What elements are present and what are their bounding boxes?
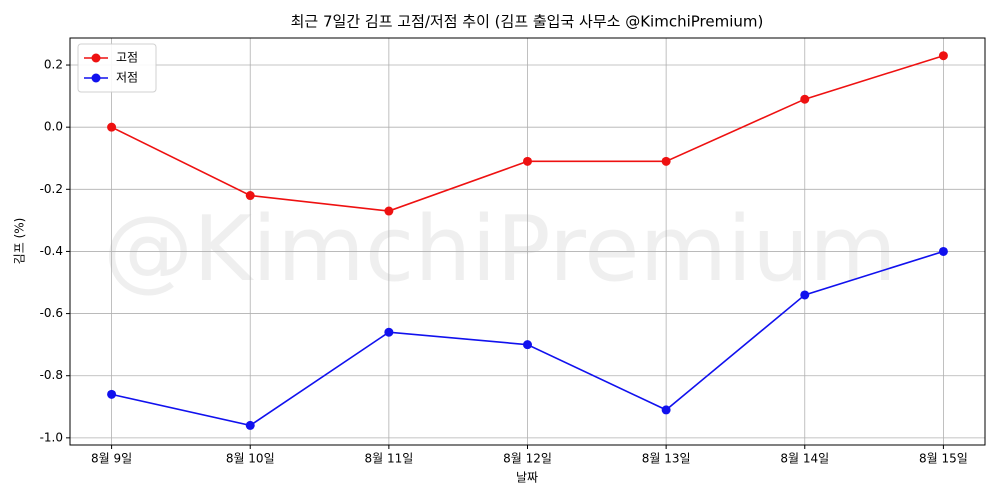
point (800, 290, 810, 300)
point (384, 206, 394, 216)
point (523, 156, 532, 166)
point (384, 327, 394, 337)
point (938, 246, 948, 256)
legend-marker (91, 73, 101, 83)
point (245, 420, 255, 430)
plot-frame (69, 37, 986, 446)
point (800, 94, 810, 104)
y-tick-label: -0.2 (40, 182, 63, 196)
y-tick-label: -0.4 (40, 244, 63, 258)
x-tick-label: 8월 10일 (226, 452, 275, 466)
point (661, 405, 671, 415)
x-tick-label: 8월 13일 (642, 452, 691, 466)
x-tick-label: 8월 9일 (91, 452, 132, 466)
x-axis-label: 날짜 (516, 471, 538, 485)
point (107, 122, 117, 132)
legend-label: 저점 (116, 71, 138, 85)
y-tick-label: 0.2 (44, 58, 63, 72)
legend-marker (91, 53, 101, 63)
y-tick-label: -1.0 (40, 430, 63, 444)
chart-title: 최근 7일간 김프 고점/저점 추이 (김프 출입국 사무소 @KimchiPr… (291, 13, 764, 31)
x-tick-label: 8월 14일 (780, 452, 829, 466)
y-tick-label: -0.8 (40, 368, 63, 382)
x-tick-label: 8월 15일 (919, 452, 968, 466)
point (938, 51, 948, 61)
point (523, 340, 532, 350)
point (245, 191, 255, 201)
legend-label: 고점 (116, 51, 138, 65)
y-tick-label: -0.6 (40, 306, 63, 320)
x-tick-label: 8월 12일 (503, 452, 552, 466)
point (107, 389, 117, 399)
point (661, 156, 671, 166)
watermark: @KimchiPremium (103, 197, 897, 302)
y-axis-label: 김프 (%) (13, 218, 27, 265)
x-tick-label: 8월 11일 (364, 452, 413, 466)
y-tick-label: 0.0 (44, 120, 63, 134)
